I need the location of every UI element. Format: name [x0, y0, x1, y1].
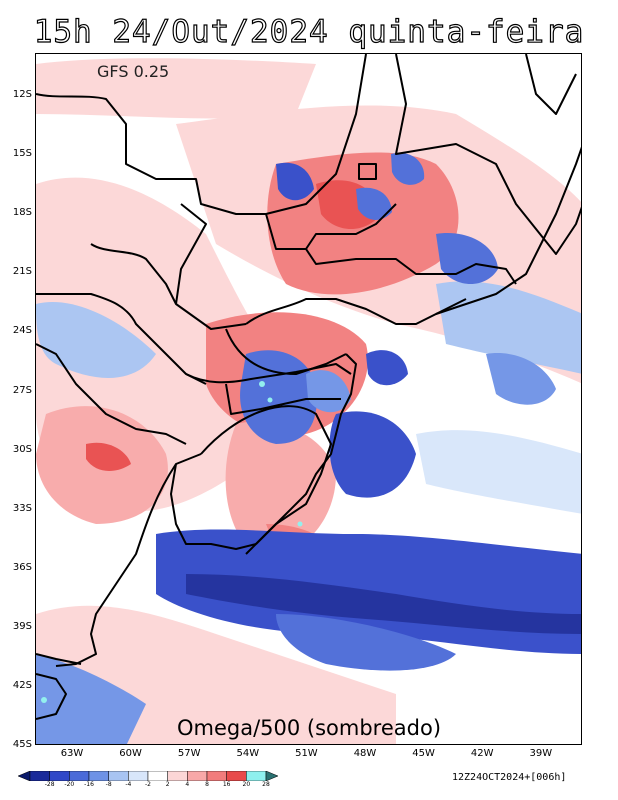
colorbar-tick-label: -2 — [145, 781, 151, 788]
colorbar-tick-label: -16 — [84, 781, 94, 788]
colorbar-tick-label: 28 — [262, 781, 270, 788]
latitude-label: 15S — [12, 148, 32, 160]
longitude-label: 51W — [295, 748, 318, 759]
colorbar-tick-label: 4 — [185, 781, 190, 788]
latitude-label: 21S — [12, 266, 32, 278]
longitude-label: 45W — [412, 748, 435, 759]
colorbar-tick-label: -8 — [105, 781, 112, 788]
colorbar-swatch — [147, 771, 168, 781]
latitude-label: 42S — [12, 680, 32, 691]
colorbar-swatch — [128, 771, 149, 781]
latitude-label: 36S — [12, 561, 32, 573]
colorbar-swatch — [167, 771, 188, 781]
colorbar — [18, 771, 278, 781]
latitude-label: 12S — [12, 89, 32, 100]
model-label: GFS 0.25 — [97, 62, 170, 81]
colorbar-tick-label: -28 — [44, 781, 55, 788]
colorbar-swatch — [69, 771, 90, 781]
colorbar-swatch — [108, 771, 129, 781]
colorbar-tick-label: 16 — [222, 781, 231, 788]
longitude-label: 54W — [236, 748, 260, 759]
colorbar-tick-label: -4 — [125, 781, 132, 788]
colorbar-arrow-high — [265, 771, 278, 781]
colorbar-tick-label: 8 — [205, 781, 209, 788]
colorbar-arrow-low — [18, 771, 31, 781]
longitude-label: 63W — [60, 748, 84, 759]
boundaries — [36, 54, 581, 720]
latitude-label: 45S — [12, 739, 32, 751]
colorbar-tick-label: 2 — [165, 781, 170, 788]
colorbar-swatch — [88, 771, 109, 781]
colorbar-labels: -28 -20 -16 -8 -4 -2 2 4 8 16 20 28 — [30, 781, 270, 791]
colorbar-swatch — [226, 771, 247, 781]
latitude-label: 18S — [12, 207, 32, 219]
run-timestamp: 12Z24OCT2024+[006h] — [452, 772, 567, 783]
latitude-label: 27S — [12, 384, 32, 396]
colorbar-tick-label: -20 — [64, 781, 75, 788]
latitude-label: 30S — [12, 443, 32, 455]
longitude-label: 60W — [119, 748, 142, 759]
longitude-label: 57W — [177, 748, 201, 759]
colorbar-tick-label: 20 — [242, 781, 251, 788]
longitude-label: 39W — [529, 748, 553, 759]
omega-shading — [36, 58, 581, 744]
latitude-label: 33S — [12, 502, 32, 514]
colorbar-swatch — [206, 771, 227, 781]
longitude-label: 48W — [353, 748, 377, 759]
chart-title: 15h 24/Out/2024 quinta-feira — [33, 13, 585, 50]
map-panel — [35, 53, 582, 745]
colorbar-swatch — [187, 771, 208, 781]
colorbar-swatch — [246, 771, 267, 781]
colorbar-swatch — [29, 771, 50, 781]
latitude-label: 39S — [12, 620, 32, 632]
longitude-label: 42W — [470, 748, 494, 759]
field-label: Omega/500 (sombreado) — [176, 716, 442, 740]
map-svg — [36, 54, 581, 744]
latitude-label: 24S — [12, 325, 32, 337]
colorbar-swatch — [49, 771, 70, 781]
